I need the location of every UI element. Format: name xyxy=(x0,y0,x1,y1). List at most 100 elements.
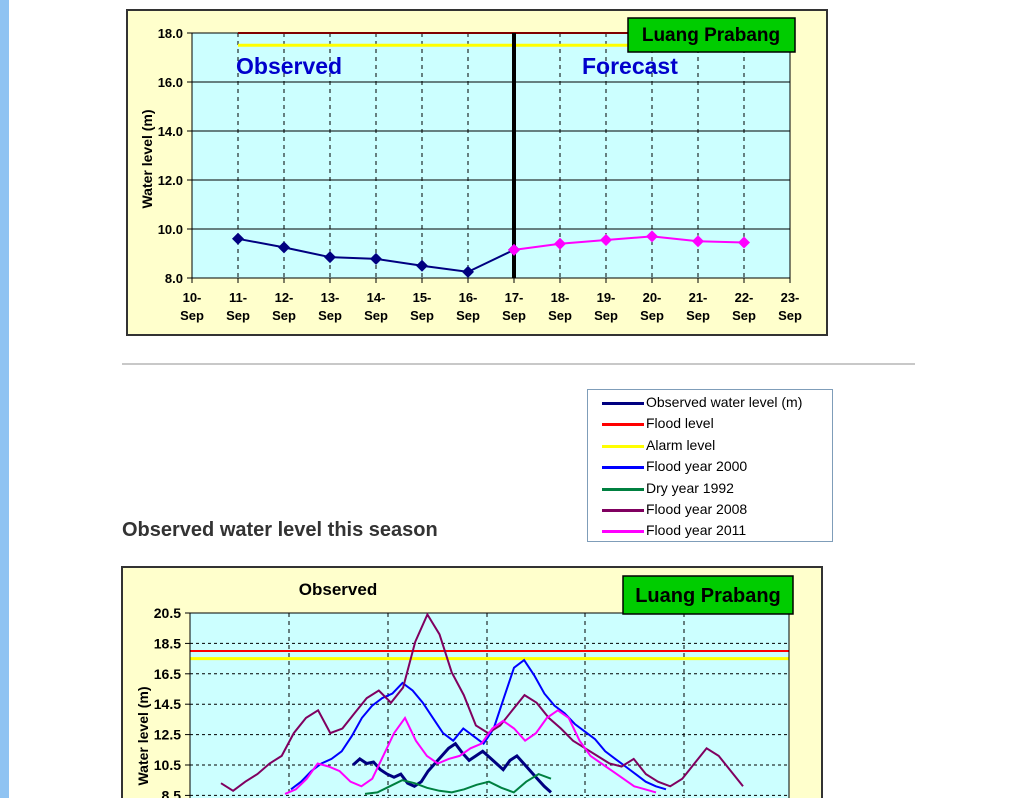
data-point xyxy=(370,252,382,265)
data-point xyxy=(692,235,704,248)
legend-swatch xyxy=(602,423,644,427)
x-tick-label: 20- xyxy=(643,290,662,305)
y-tick-label: 8.0 xyxy=(165,271,183,286)
legend-label: Flood year 2011 xyxy=(646,522,747,539)
legend-swatch xyxy=(602,466,644,470)
data-point xyxy=(554,237,566,250)
y-tick-label: 14.5 xyxy=(154,696,181,712)
series-line xyxy=(364,772,552,795)
x-tick-label: 16- xyxy=(459,290,478,305)
legend-label: Flood year 2008 xyxy=(646,500,748,517)
data-point xyxy=(600,234,612,247)
y-axis-label: Water level (m) xyxy=(135,686,151,785)
y-tick-label: 18.5 xyxy=(154,635,181,651)
legend-item-observed: Observed water level (m) xyxy=(588,392,832,413)
plot-area xyxy=(192,33,790,278)
legend-swatch xyxy=(602,402,644,405)
legend-label: Flood level xyxy=(646,415,714,432)
x-tick-label: 21- xyxy=(689,290,708,305)
station-badge xyxy=(622,575,794,615)
data-point xyxy=(232,232,244,245)
legend-item-2000: Flood year 2000 xyxy=(588,456,832,477)
legend-item-1992: Dry year 1992 xyxy=(588,478,832,499)
data-point xyxy=(508,243,520,256)
legend-label: Alarm level xyxy=(646,436,716,453)
x-tick-label: 15- xyxy=(413,290,432,305)
x-tick-label: 11- xyxy=(229,290,247,305)
x-tick-label: Sep xyxy=(640,308,664,323)
data-point xyxy=(646,230,658,243)
y-axis-label: Water level (m) xyxy=(139,109,155,208)
y-tick-label: 8.5 xyxy=(162,787,182,798)
y-tick-label: 16.0 xyxy=(158,75,183,90)
y-tick-label: 10.0 xyxy=(158,222,183,237)
y-tick-label: 14.0 xyxy=(158,124,183,139)
legend-swatch xyxy=(602,444,644,448)
x-tick-label: 12- xyxy=(275,290,294,305)
chart-legend: Observed water level (m) Flood level Ala… xyxy=(587,389,833,542)
x-tick-label: Sep xyxy=(548,308,572,323)
x-tick-label: 14- xyxy=(367,290,386,305)
data-point xyxy=(416,259,428,272)
legend-label: Observed water level (m) xyxy=(646,394,803,410)
section-title: Observed water level this season xyxy=(122,519,438,541)
season-chart-svg: 8.5 10.5 12.5 14.5 16.5 18.5 20.5 Observed Lua… xyxy=(121,566,823,798)
x-tick-label: 13- xyxy=(321,290,340,305)
section-divider xyxy=(122,363,915,365)
legend-label: Dry year 1992 xyxy=(646,479,734,496)
series-line xyxy=(220,612,744,793)
y-tick-label: 10.5 xyxy=(154,757,181,773)
legend-swatch xyxy=(602,508,644,512)
station-name: Luang Prabang xyxy=(642,25,780,46)
legend-label: Flood year 2000 xyxy=(646,458,748,475)
forecast-chart-svg: 8.0 10.0 12.0 14.0 16.0 18.0 10- Sep 11- Sep 12- Se… xyxy=(126,9,828,336)
x-tick-label: 23- xyxy=(781,290,800,305)
season-chart: 8.5 10.5 12.5 14.5 16.5 18.5 20.5 Observed Lua… xyxy=(121,566,823,798)
x-tick-label: Sep xyxy=(732,308,756,323)
x-tick-label: Sep xyxy=(318,308,342,323)
x-tick-label: Sep xyxy=(594,308,618,323)
x-tick-label: 19- xyxy=(597,290,616,305)
x-tick-label: 17- xyxy=(505,290,524,305)
series-line xyxy=(290,658,667,791)
plot-border xyxy=(191,32,791,279)
data-point xyxy=(738,236,750,249)
x-tick-label: 22- xyxy=(735,290,754,305)
x-tick-label: Sep xyxy=(686,308,710,323)
station-name: Luang Prabang xyxy=(635,585,781,607)
series-line-forecast xyxy=(513,235,745,251)
page-left-border xyxy=(0,0,9,798)
data-point xyxy=(462,265,474,278)
legend-item-2011: Flood year 2011 xyxy=(588,520,832,541)
chart-title: Observed xyxy=(299,580,377,599)
y-tick-label: 18.0 xyxy=(158,26,183,41)
forecast-chart: 8.0 10.0 12.0 14.0 16.0 18.0 10- Sep 11- Sep 12- Se… xyxy=(126,9,828,336)
x-tick-label: Sep xyxy=(502,308,526,323)
y-tick-label: 16.5 xyxy=(154,666,181,682)
x-tick-label: 18- xyxy=(551,290,570,305)
x-tick-label: Sep xyxy=(226,308,250,323)
y-tick-label: 12.5 xyxy=(154,727,181,743)
data-point xyxy=(324,251,336,264)
x-tick-label: Sep xyxy=(364,308,388,323)
y-tick-label: 12.0 xyxy=(158,173,183,188)
x-tick-label: Sep xyxy=(778,308,802,323)
series-line xyxy=(284,709,657,795)
plot-area xyxy=(190,613,789,798)
forecast-annotation: Forecast xyxy=(582,53,678,79)
x-tick-label: Sep xyxy=(272,308,296,323)
station-badge xyxy=(627,17,796,53)
data-point xyxy=(278,241,290,254)
x-tick-label: Sep xyxy=(180,308,204,323)
x-tick-label: 10- xyxy=(183,290,202,305)
series-line xyxy=(351,741,553,794)
legend-item-2008: Flood year 2008 xyxy=(588,499,832,520)
legend-item-alarm-level: Alarm level xyxy=(588,435,832,456)
legend-swatch xyxy=(602,487,644,491)
x-tick-label: Sep xyxy=(456,308,480,323)
y-tick-label: 20.5 xyxy=(154,605,181,621)
legend-item-flood-level: Flood level xyxy=(588,413,832,434)
legend-swatch xyxy=(602,530,644,534)
observed-annotation: Observed xyxy=(236,53,342,79)
x-tick-label: Sep xyxy=(410,308,434,323)
